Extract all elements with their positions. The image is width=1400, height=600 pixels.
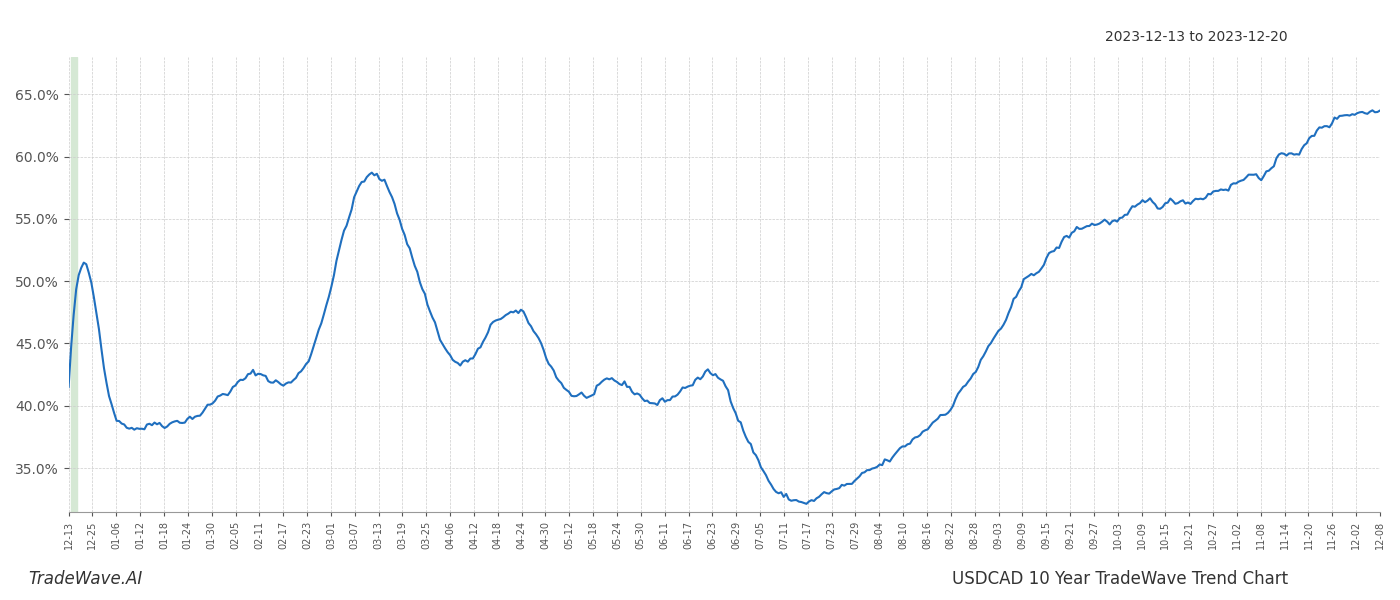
Text: TradeWave.AI: TradeWave.AI [28, 570, 143, 588]
Text: USDCAD 10 Year TradeWave Trend Chart: USDCAD 10 Year TradeWave Trend Chart [952, 570, 1288, 588]
Text: 2023-12-13 to 2023-12-20: 2023-12-13 to 2023-12-20 [1106, 30, 1288, 44]
Bar [71, 57, 77, 512]
